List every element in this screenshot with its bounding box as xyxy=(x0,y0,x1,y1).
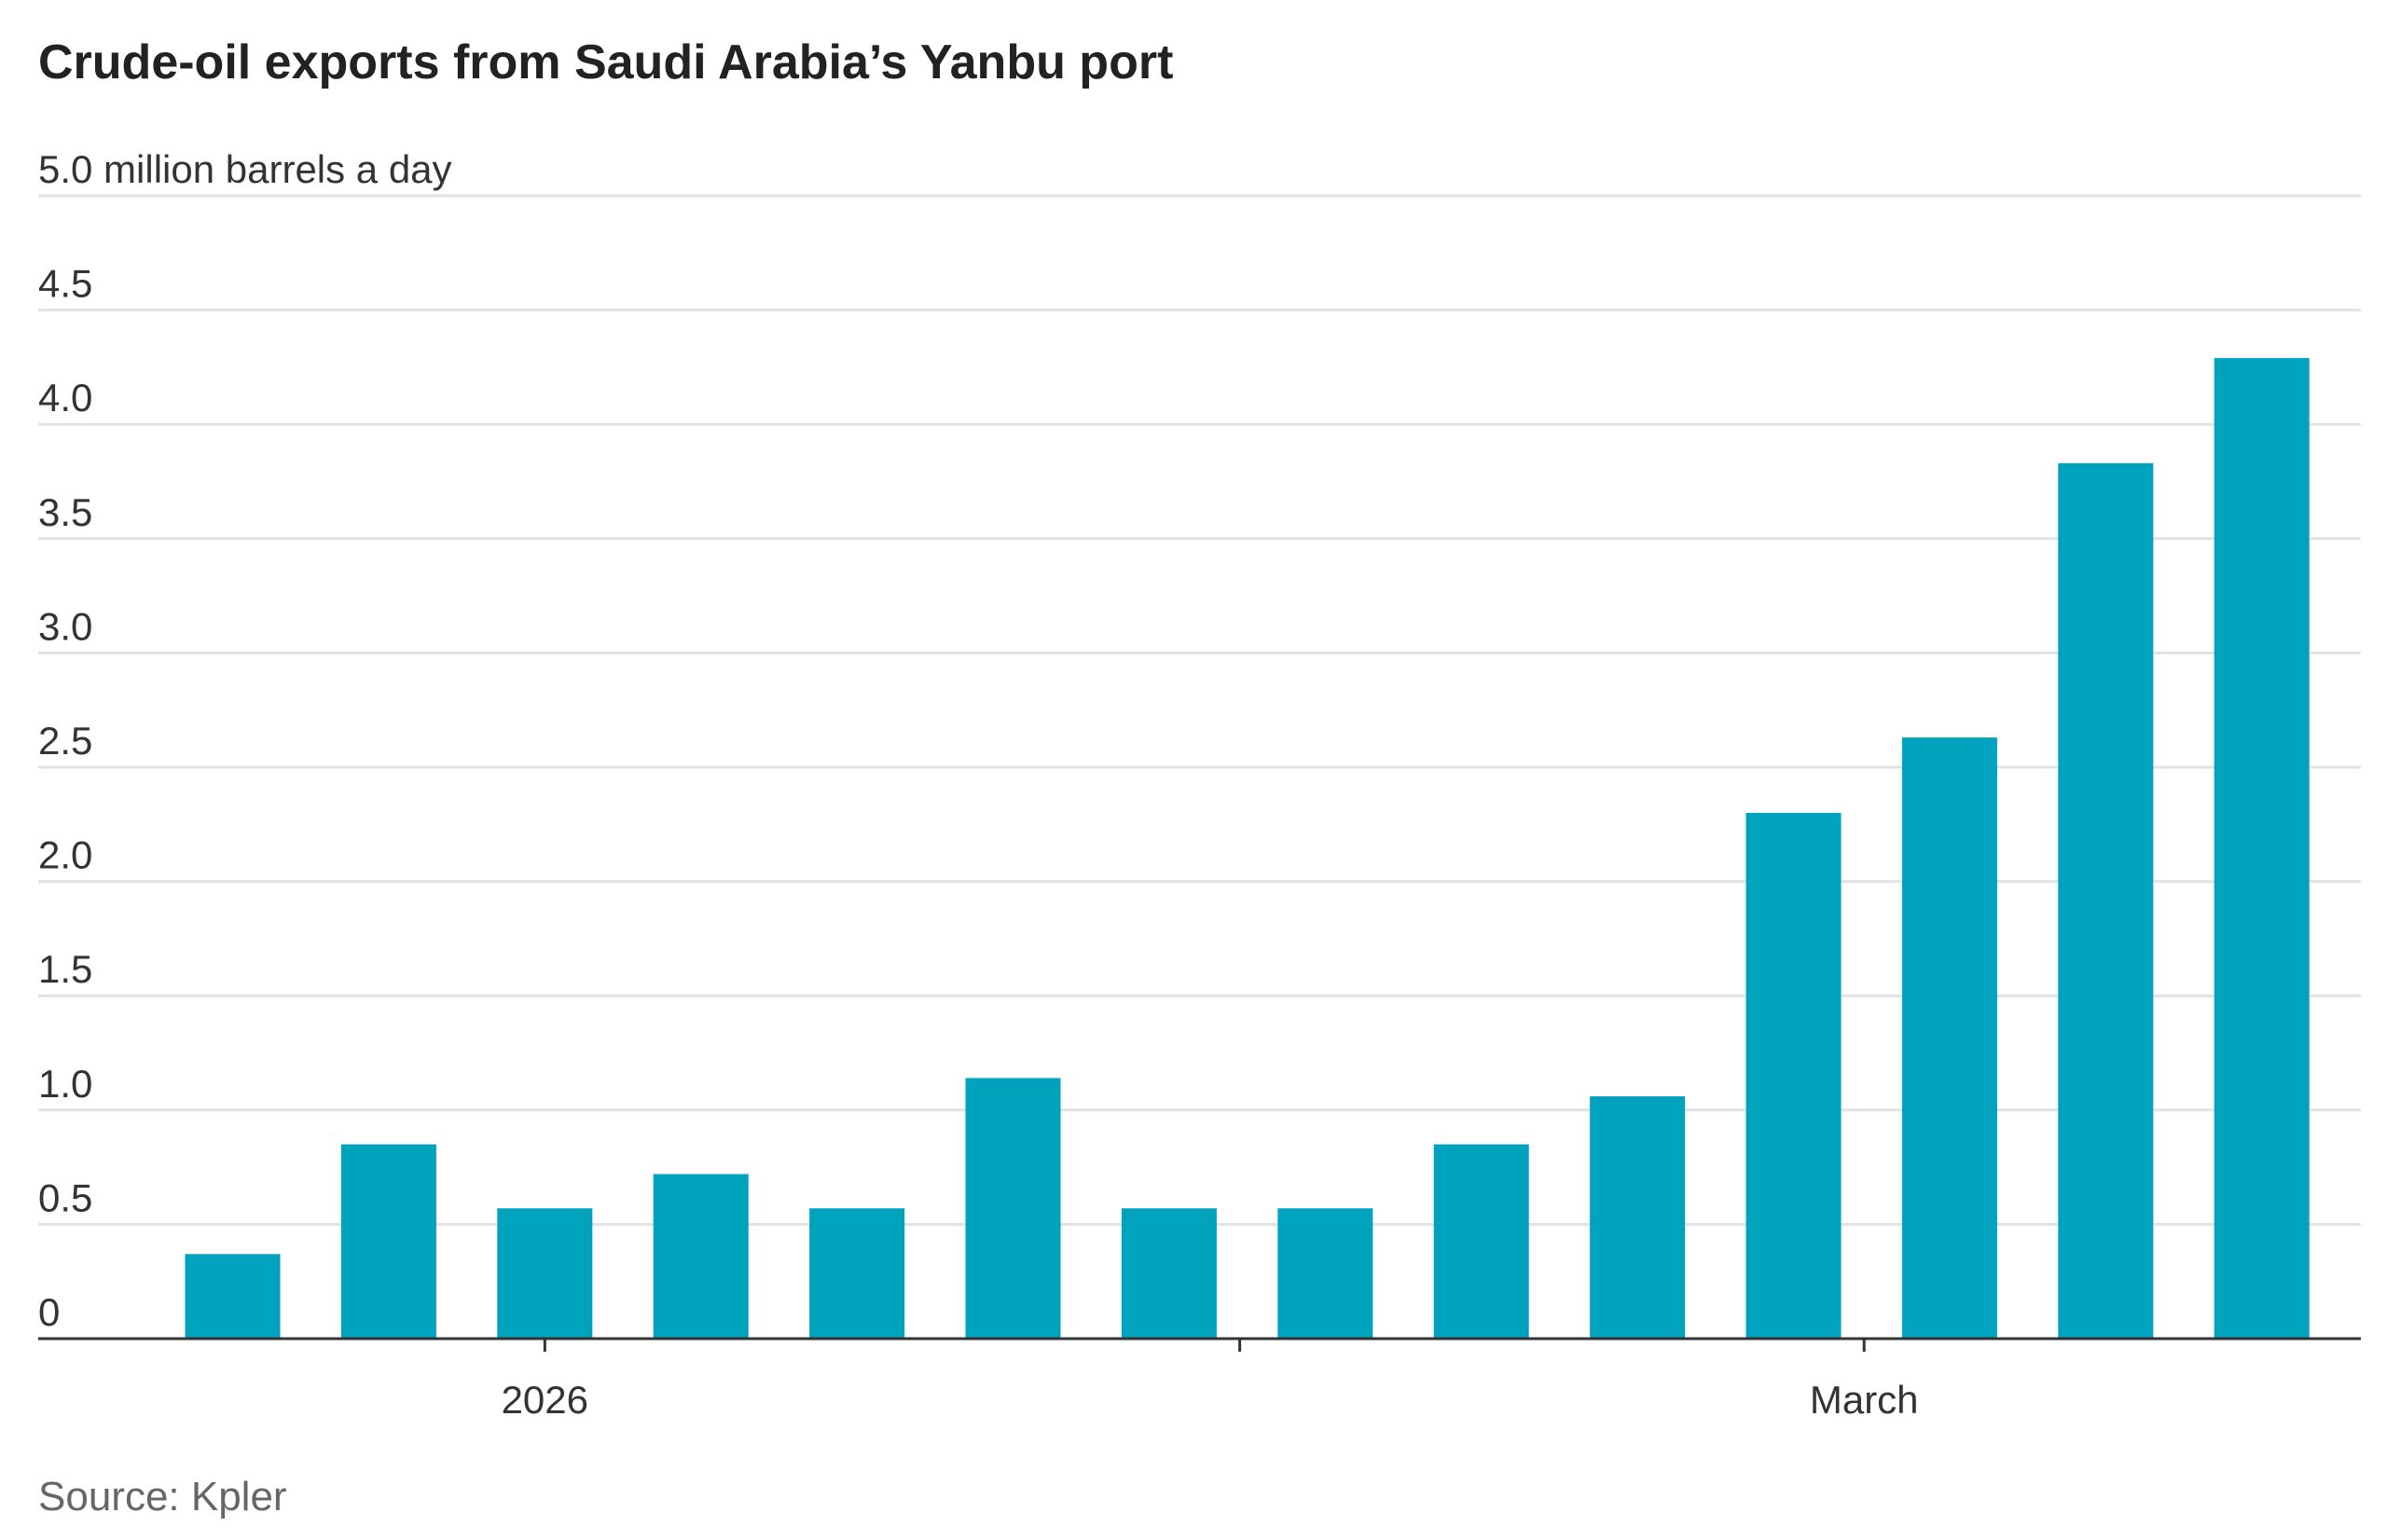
y-axis-labels: 0 0.5 1.0 1.5 2.0 2.5 3.0 3.5 4.0 4.5 5.0 million … xyxy=(38,147,452,1334)
bar xyxy=(497,1208,593,1339)
bar xyxy=(965,1078,1061,1339)
bar xyxy=(340,1144,436,1339)
bar xyxy=(1745,813,1842,1339)
bar xyxy=(1277,1208,1373,1339)
y-tick-label: 2.5 xyxy=(38,719,92,763)
bar xyxy=(2058,462,2154,1339)
bar xyxy=(809,1208,905,1339)
x-tick-label: 2026 xyxy=(502,1378,588,1422)
y-tick-label: 1.5 xyxy=(38,947,92,991)
y-tick-label: 0 xyxy=(38,1290,60,1334)
y-tick-label: 3.0 xyxy=(38,604,92,648)
bar xyxy=(1121,1208,1217,1339)
bar xyxy=(1590,1096,1686,1339)
source-note: Source: Kpler xyxy=(38,1474,287,1519)
y-tick-label: 3.5 xyxy=(38,490,92,534)
y-tick-label: 0.5 xyxy=(38,1176,92,1219)
gridlines xyxy=(38,194,2361,1226)
y-tick-label: 4.5 xyxy=(38,262,92,306)
bar xyxy=(653,1174,749,1339)
x-axis-ticks: 2026 March xyxy=(502,1339,1919,1422)
y-tick-label: 2.0 xyxy=(38,833,92,877)
y-tick-label: 5.0 million barrels a day xyxy=(38,147,452,191)
bar xyxy=(1433,1144,1529,1339)
bar xyxy=(185,1254,281,1339)
y-tick-label: 1.0 xyxy=(38,1062,92,1106)
chart-title: Crude-oil exports from Saudi Arabia’s Ya… xyxy=(38,35,1173,89)
x-tick-label: March xyxy=(1810,1378,1919,1422)
bar xyxy=(1901,737,1997,1339)
y-tick-label: 4.0 xyxy=(38,376,92,419)
bar xyxy=(2214,358,2310,1339)
bars xyxy=(185,358,2310,1339)
